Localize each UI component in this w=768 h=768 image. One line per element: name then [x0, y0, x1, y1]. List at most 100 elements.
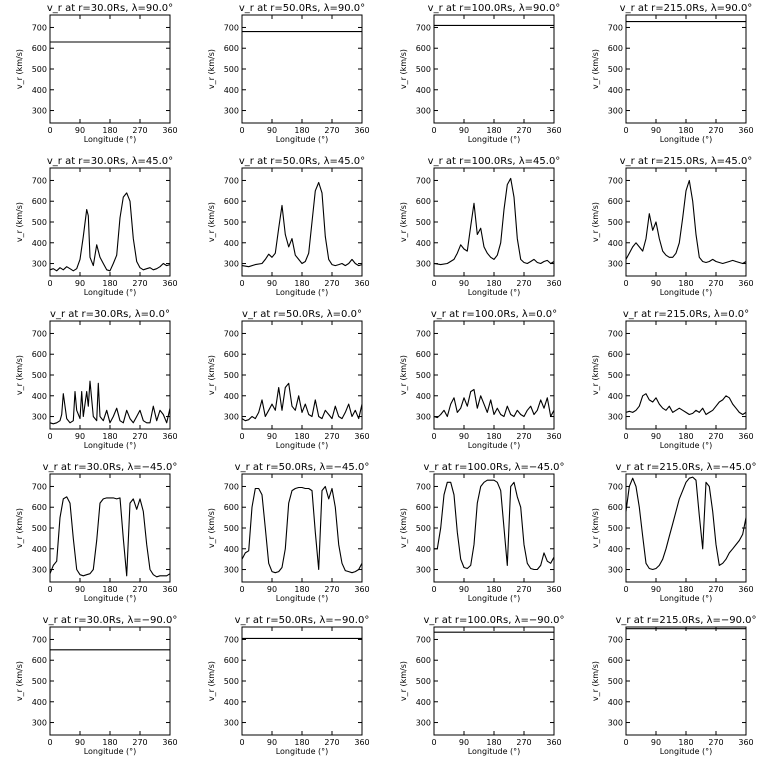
x-tick-label: 90	[459, 585, 469, 594]
x-tick-label: 0	[47, 279, 52, 288]
x-axis-label: Longitude (°)	[660, 441, 713, 450]
panel-1: v_r at r=30.0Rs, λ=90.0° 0 90 180 270 360 300 4…	[15, 3, 178, 144]
panel-10: v_r at r=50.0Rs, λ=0.0° 0 90 180 270 360 300 40…	[207, 309, 370, 450]
x-tick-label: 180	[102, 126, 117, 135]
x-tick-label: 90	[651, 432, 661, 441]
panel-title: v_r at r=215.0Rs, λ=−90.0°	[615, 615, 756, 626]
y-tick-label: 500	[32, 524, 47, 533]
plot-frame	[625, 14, 747, 124]
x-tick-label: 360	[738, 585, 753, 594]
y-tick-label: 400	[224, 239, 239, 248]
panel-title: v_r at r=30.0Rs, λ=−45.0°	[43, 462, 178, 473]
y-tick-label: 500	[608, 65, 623, 74]
y-tick-label: 600	[416, 656, 431, 665]
y-tick-label: 300	[416, 260, 431, 269]
x-tick-label: 180	[294, 126, 309, 135]
plot-frame	[433, 473, 555, 583]
series-line	[433, 388, 555, 419]
series-line	[241, 485, 363, 574]
x-tick-label: 270	[516, 279, 531, 288]
x-tick-label: 90	[267, 126, 277, 135]
y-tick-label: 700	[32, 329, 47, 338]
y-tick-label: 500	[32, 677, 47, 686]
x-tick-label: 90	[651, 279, 661, 288]
panel-title: v_r at r=100.0Rs, λ=−45.0°	[423, 462, 564, 473]
y-tick-label: 500	[224, 218, 239, 227]
y-tick-label: 500	[416, 371, 431, 380]
y-tick-label: 600	[32, 656, 47, 665]
series-line	[433, 177, 555, 266]
y-tick-label: 600	[32, 503, 47, 512]
x-tick-label: 270	[324, 738, 339, 747]
y-axis-label: v_r (km/s)	[15, 49, 24, 89]
panel-title: v_r at r=215.0Rs, λ=90.0°	[620, 3, 753, 14]
y-tick-label: 500	[32, 218, 47, 227]
panel-title: v_r at r=100.0Rs, λ=90.0°	[428, 3, 561, 14]
plot-frame	[49, 626, 171, 736]
x-axis-label: Longitude (°)	[468, 441, 521, 450]
y-tick-label: 700	[224, 176, 239, 185]
series-line	[49, 192, 171, 272]
y-axis-label: v_r (km/s)	[15, 202, 24, 242]
y-tick-label: 700	[416, 482, 431, 491]
y-tick-label: 600	[32, 197, 47, 206]
panel-15: v_r at r=100.0Rs, λ=−45.0° 0 90 180 270 360 30…	[399, 462, 565, 603]
panel-title: v_r at r=50.0Rs, λ=−45.0°	[235, 462, 370, 473]
y-axis-label: v_r (km/s)	[591, 661, 600, 701]
x-tick-label: 180	[678, 126, 693, 135]
y-tick-label: 700	[416, 176, 431, 185]
y-tick-label: 300	[608, 413, 623, 422]
y-tick-label: 700	[224, 329, 239, 338]
y-tick-label: 600	[416, 503, 431, 512]
x-tick-label: 360	[354, 585, 369, 594]
x-tick-label: 0	[431, 432, 436, 441]
series-line	[434, 479, 555, 571]
x-axis-label: Longitude (°)	[660, 594, 713, 603]
series-line	[241, 382, 363, 422]
y-tick-label: 400	[608, 239, 623, 248]
x-tick-label: 270	[516, 585, 531, 594]
x-tick-label: 270	[516, 432, 531, 441]
y-tick-label: 300	[32, 413, 47, 422]
y-axis-label: v_r (km/s)	[591, 49, 600, 89]
y-tick-label: 400	[608, 392, 623, 401]
y-axis-label: v_r (km/s)	[207, 202, 216, 242]
plot-frame	[625, 473, 747, 583]
y-tick-label: 400	[416, 392, 431, 401]
panel-11: v_r at r=100.0Rs, λ=0.0° 0 90 180 270 360 300 4…	[399, 309, 562, 450]
y-tick-label: 400	[608, 698, 623, 707]
x-tick-label: 270	[708, 126, 723, 135]
x-tick-label: 90	[75, 738, 85, 747]
x-tick-label: 360	[738, 279, 753, 288]
y-axis-label: v_r (km/s)	[399, 508, 408, 548]
x-tick-label: 90	[75, 432, 85, 441]
x-tick-label: 0	[47, 126, 52, 135]
y-axis-label: v_r (km/s)	[591, 202, 600, 242]
y-tick-label: 400	[608, 545, 623, 554]
x-tick-label: 270	[516, 126, 531, 135]
y-tick-label: 600	[224, 656, 239, 665]
x-tick-label: 180	[102, 279, 117, 288]
y-tick-label: 700	[224, 23, 239, 32]
y-tick-label: 400	[416, 239, 431, 248]
y-axis-label: v_r (km/s)	[15, 508, 24, 548]
plot-frame	[625, 167, 747, 277]
y-tick-label: 700	[32, 23, 47, 32]
plot-frame	[49, 473, 171, 583]
series-line	[241, 181, 363, 268]
y-tick-label: 500	[224, 677, 239, 686]
x-tick-label: 360	[546, 738, 561, 747]
x-axis-label: Longitude (°)	[276, 747, 329, 756]
panel-17: v_r at r=30.0Rs, λ=−90.0° 0 90 180 270 360 300…	[15, 615, 178, 756]
x-tick-label: 270	[324, 126, 339, 135]
panel-14: v_r at r=50.0Rs, λ=−45.0° 0 90 180 270 360 300…	[207, 462, 370, 603]
y-axis-label: v_r (km/s)	[591, 355, 600, 395]
y-tick-label: 700	[608, 23, 623, 32]
panel-title: v_r at r=100.0Rs, λ=45.0°	[428, 156, 561, 167]
x-tick-label: 360	[546, 126, 561, 135]
y-tick-label: 300	[416, 719, 431, 728]
x-tick-label: 180	[678, 432, 693, 441]
series-line	[49, 380, 171, 425]
x-tick-label: 90	[267, 585, 277, 594]
y-tick-label: 400	[224, 392, 239, 401]
